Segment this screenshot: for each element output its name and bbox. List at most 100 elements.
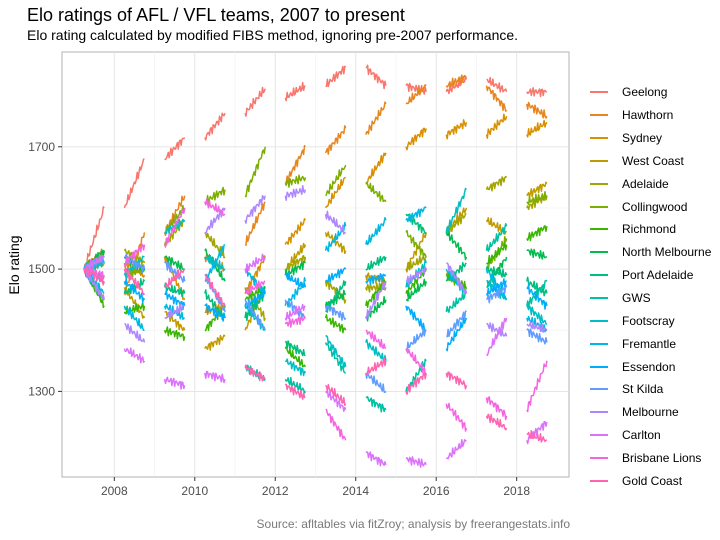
season-line — [204, 186, 226, 205]
season-line — [204, 207, 226, 235]
season-line — [83, 206, 105, 270]
legend-item: Geelong — [590, 81, 711, 104]
axis-ticks: 2008 2010 2012 2014 2016 2018 1300 1500 1700 — [28, 140, 530, 498]
season-line — [284, 346, 307, 368]
y-tick-label: 1700 — [28, 140, 55, 154]
legend-label: Sydney — [622, 131, 663, 146]
season-line — [445, 438, 467, 460]
x-tick-label: 2008 — [101, 484, 128, 498]
season-line — [324, 210, 347, 235]
season-line — [365, 338, 387, 363]
season-line — [325, 384, 347, 407]
season-line — [204, 303, 226, 322]
legend-key — [590, 297, 608, 300]
season-line — [204, 305, 226, 332]
season-line — [284, 358, 307, 377]
season-line — [324, 305, 347, 321]
season-line — [123, 243, 146, 268]
season-line — [405, 456, 427, 468]
season-line — [365, 329, 387, 350]
legend-item: St Kilda — [590, 378, 711, 401]
season-line — [485, 278, 507, 297]
legend-key — [590, 159, 608, 162]
legend-label: North Melbourne — [622, 245, 712, 260]
season-line — [445, 230, 468, 261]
legend-item: Richmond — [590, 218, 711, 241]
legend-item: Hawthorn — [590, 104, 711, 127]
season-line — [204, 273, 226, 307]
season-line — [526, 430, 548, 443]
legend-label: Geelong — [622, 85, 668, 100]
season-line — [405, 206, 427, 223]
season-line — [204, 334, 226, 351]
season-line — [405, 305, 427, 332]
season-line — [284, 185, 307, 201]
chart-caption: Source: afltables via fitZroy; analysis … — [256, 517, 570, 531]
x-tick-label: 2018 — [503, 484, 530, 498]
y-tick-label: 1500 — [28, 262, 55, 276]
season-line — [446, 262, 468, 294]
season-line — [284, 376, 307, 394]
legend-label: Brisbane Lions — [622, 450, 702, 465]
season-line — [526, 276, 548, 297]
season-line — [244, 86, 266, 117]
legend-label: Collingwood — [622, 199, 688, 214]
season-line — [284, 303, 306, 321]
season-line — [526, 101, 548, 119]
season-line — [164, 303, 185, 319]
season-line — [485, 223, 508, 252]
season-line — [486, 76, 508, 93]
legend-item: Adelaide — [590, 172, 711, 195]
season-line — [163, 282, 186, 298]
legend-item: North Melbourne — [590, 241, 711, 264]
season-line — [485, 396, 508, 421]
season-line — [284, 271, 307, 289]
season-line — [405, 229, 427, 258]
legend: Geelong Hawthorn Sydney West Coast Adelaide C… — [590, 81, 711, 492]
x-tick-label: 2016 — [423, 484, 450, 498]
legend-item: GWS — [590, 287, 711, 310]
season-line — [164, 255, 185, 271]
season-line — [284, 315, 307, 328]
season-line — [324, 342, 346, 374]
season-line — [325, 408, 347, 441]
season-line — [486, 317, 508, 356]
x-tick-label: 2014 — [342, 484, 369, 498]
season-line — [164, 261, 186, 283]
season-line — [445, 402, 468, 432]
season-line — [284, 218, 307, 245]
legend-item: Sydney — [590, 127, 711, 150]
season-line — [284, 145, 306, 184]
season-line — [325, 267, 347, 283]
legend-key — [590, 251, 608, 254]
season-line — [405, 348, 427, 376]
legend-label: Port Adelaide — [622, 268, 694, 283]
season-line — [204, 274, 226, 313]
season-line — [445, 119, 468, 140]
legend-label: GWS — [622, 291, 651, 306]
season-line — [365, 273, 387, 285]
season-line — [244, 280, 266, 295]
season-line — [83, 267, 105, 286]
season-line — [123, 285, 146, 319]
season-line — [244, 194, 266, 224]
season-line — [446, 310, 467, 338]
season-line — [485, 113, 508, 139]
legend-key — [590, 411, 608, 414]
season-line — [123, 305, 145, 332]
season-line — [526, 181, 548, 198]
series-layer — [83, 64, 548, 468]
season-line — [526, 279, 548, 309]
season-line — [405, 278, 427, 302]
season-line — [163, 207, 186, 248]
season-line — [244, 201, 266, 246]
legend-key — [590, 456, 608, 459]
season-line — [526, 87, 547, 98]
legend-label: St Kilda — [622, 382, 664, 397]
legend-item: Brisbane Lions — [590, 447, 711, 470]
season-line — [526, 328, 548, 345]
legend-item: Carlton — [590, 424, 711, 447]
legend-item: Melbourne — [590, 401, 711, 424]
season-line — [324, 125, 347, 155]
